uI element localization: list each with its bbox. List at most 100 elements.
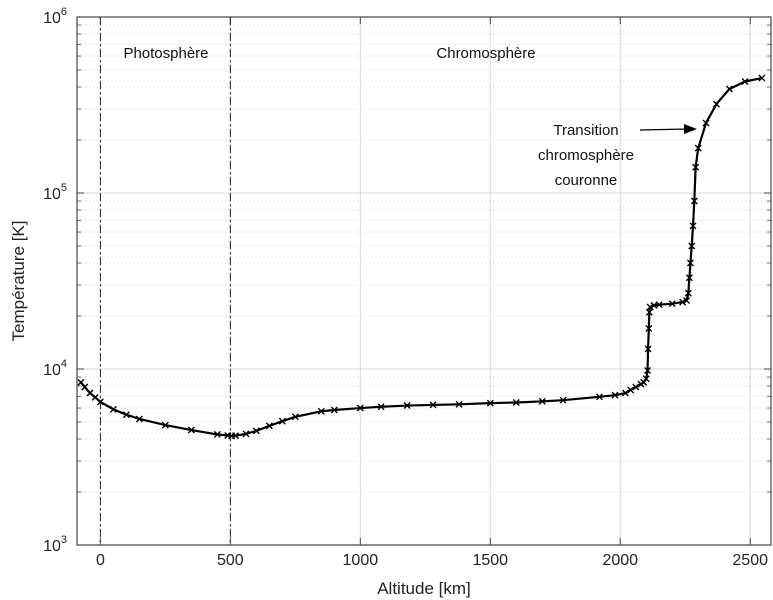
marker-stroke [686, 259, 694, 267]
x-tick-label: 500 [217, 552, 244, 569]
marker-stroke [86, 389, 94, 397]
marker-stroke [611, 391, 619, 399]
series-line [80, 76, 763, 437]
annotation-line-2: chromosphère [538, 147, 634, 164]
marker-stroke [758, 74, 766, 82]
data-point-marker [356, 404, 364, 412]
marker-stroke [741, 78, 749, 86]
marker-stroke [684, 289, 692, 297]
data-point-marker [621, 389, 629, 397]
region-boundaries [99, 17, 231, 545]
data-point-marker [611, 391, 619, 399]
marker-stroke [455, 400, 463, 408]
data-point-marker [278, 417, 286, 425]
data-point-marker [265, 422, 273, 430]
marker-stroke [644, 345, 652, 353]
marker-stroke [689, 222, 697, 230]
x-tick-label: 2500 [732, 552, 768, 569]
marker-stroke [81, 383, 89, 391]
marker-stroke [642, 375, 650, 383]
y-tick-label: 104 [43, 358, 67, 379]
data-point-marker [627, 386, 635, 394]
data-point-marker [486, 399, 494, 407]
data-point-marker [81, 383, 89, 391]
marker-stroke [559, 396, 567, 404]
data-point-marker [712, 100, 720, 108]
marker-stroke [377, 403, 385, 411]
data-point-marker [702, 119, 710, 127]
tick-marks [77, 16, 771, 546]
data-point-marker [429, 401, 437, 409]
marker-stroke [317, 407, 325, 415]
data-point-marker [688, 242, 696, 250]
marker-stroke [690, 197, 698, 205]
marker-stroke [632, 383, 640, 391]
marker-stroke [644, 367, 652, 375]
marker-stroke [685, 274, 693, 282]
annotation-arrow [639, 128, 689, 131]
marker-stroke [356, 404, 364, 412]
data-point-marker [512, 399, 520, 407]
data-point-marker [135, 415, 143, 423]
y-tick-label: 106 [43, 6, 67, 27]
marker-stroke [655, 301, 663, 309]
data-point-marker [690, 197, 698, 205]
grid [77, 16, 771, 546]
y-tick-label: 103 [43, 534, 67, 555]
data-point-marker [377, 403, 385, 411]
data-point-marker [161, 421, 169, 429]
marker-stroke [135, 415, 143, 423]
data-point-marker [232, 432, 240, 440]
data-point-marker [683, 297, 691, 305]
plot-frame [76, 16, 772, 546]
data-point-marker [122, 411, 130, 419]
marker-stroke [692, 163, 700, 171]
data-point-marker [213, 430, 221, 438]
x-axis-label: Altitude [km] [377, 579, 471, 598]
marker-stroke [512, 399, 520, 407]
series [77, 74, 766, 440]
x-tick-label: 0 [96, 552, 105, 569]
marker-stroke [242, 430, 250, 438]
marker-stroke [96, 398, 104, 406]
data-point-marker [595, 393, 603, 401]
marker-stroke [702, 119, 710, 127]
marker-stroke [621, 389, 629, 397]
marker-stroke [91, 393, 99, 401]
marker-stroke [109, 405, 117, 413]
marker-stroke [252, 427, 260, 435]
data-point-marker [686, 259, 694, 267]
data-point-marker [645, 308, 653, 316]
y-axis-label: Température [K] [9, 221, 28, 342]
x-tick-label: 1000 [343, 552, 379, 569]
data-point-marker [242, 430, 250, 438]
annotation-arrowhead [684, 124, 697, 134]
marker-stroke [646, 303, 654, 311]
marker-stroke [650, 301, 658, 309]
data-point-marker [645, 324, 653, 332]
data-point-marker [538, 397, 546, 405]
marker-stroke [538, 397, 546, 405]
data-point-marker [692, 163, 700, 171]
y-tick-label: 105 [43, 182, 67, 203]
data-point-marker [330, 406, 338, 414]
annotation-line-1: Transition [553, 122, 618, 139]
data-point-marker [187, 426, 195, 434]
data-point-marker [684, 289, 692, 297]
data-point-marker [291, 413, 299, 421]
marker-stroke [291, 413, 299, 421]
x-tick-label: 2000 [602, 552, 638, 569]
data-point-marker [644, 345, 652, 353]
marker-stroke [187, 426, 195, 434]
data-point-marker [403, 402, 411, 410]
marker-stroke [161, 421, 169, 429]
data-point-marker [725, 85, 733, 93]
data-point-marker [317, 407, 325, 415]
data-point-marker [559, 396, 567, 404]
data-point-marker [741, 78, 749, 86]
marker-stroke [668, 300, 676, 308]
x-tick-labels: 0 500 1000 1500 2000 2500 [96, 552, 768, 569]
marker-stroke [679, 298, 687, 306]
data-point-marker [646, 303, 654, 311]
